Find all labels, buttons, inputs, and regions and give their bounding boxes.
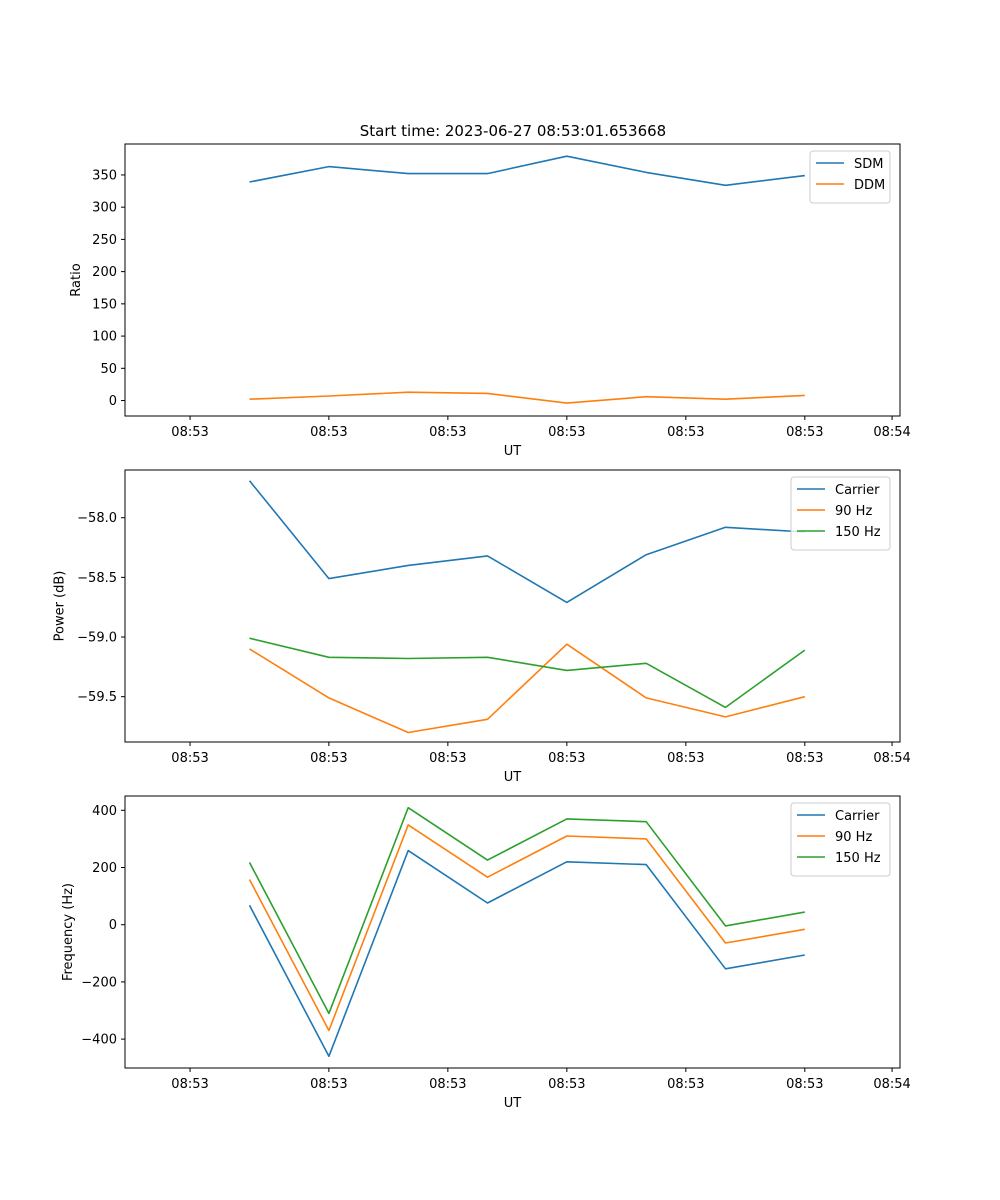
x-tick-label: 08:54 — [873, 425, 910, 440]
legend: Carrier 90 Hz 150 Hz — [790, 476, 891, 551]
legend-label: 90 Hz — [835, 504, 872, 519]
y-axis-label: Frequency (Hz) — [61, 883, 76, 981]
y-tick-label: 250 — [92, 233, 117, 248]
x-axis-label: UT — [504, 770, 522, 785]
x-tick-label: 08:53 — [548, 425, 585, 440]
y-tick-label: 0 — [109, 918, 117, 933]
x-tick-label: 08:53 — [548, 751, 585, 766]
y-tick-label: −200 — [81, 975, 117, 990]
x-tick-label: 08:53 — [171, 751, 208, 766]
x-tick-label: 08:53 — [310, 425, 347, 440]
series-line-150-hz — [248, 806, 805, 1015]
y-tick-label: 150 — [92, 297, 117, 312]
x-tick-label: 08:53 — [667, 425, 704, 440]
legend-label: DDM — [854, 178, 885, 193]
x-tick-label: 08:53 — [667, 1077, 704, 1092]
x-tick-label: 08:53 — [429, 751, 466, 766]
x-tick-label: 08:54 — [873, 1077, 910, 1092]
x-tick-label: 08:53 — [786, 1077, 823, 1092]
x-tick-label: 08:53 — [667, 751, 704, 766]
series-line-90-hz — [248, 824, 805, 1032]
x-tick-label: 08:53 — [171, 425, 208, 440]
x-tick-label: 08:54 — [873, 751, 910, 766]
series-line-150-hz — [249, 637, 806, 709]
legend-label: 90 Hz — [835, 830, 872, 845]
x-tick-label: 08:53 — [786, 425, 823, 440]
series-line-90-hz — [249, 643, 805, 734]
axes-frame — [124, 143, 901, 417]
y-tick-label: 350 — [92, 168, 117, 183]
x-axis-label: UT — [504, 444, 522, 459]
axes-frame — [124, 795, 901, 1069]
x-tick-label: 08:53 — [429, 1077, 466, 1092]
legend: Carrier 90 Hz 150 Hz — [790, 802, 891, 877]
series-line-carrier — [248, 480, 805, 604]
series-line-ddm — [249, 391, 805, 404]
y-tick-label: 100 — [92, 330, 117, 345]
legend-label: Carrier — [835, 483, 880, 498]
y-tick-label: 200 — [92, 265, 117, 280]
y-tick-label: −58.0 — [77, 511, 117, 526]
y-axis-label: Power (dB) — [53, 571, 68, 642]
y-tick-label: −400 — [81, 1033, 117, 1048]
y-tick-label: 0 — [109, 394, 117, 409]
x-tick-label: 08:53 — [786, 751, 823, 766]
legend: SDM DDM — [809, 150, 891, 204]
y-tick-label: 50 — [100, 362, 117, 377]
x-tick-label: 08:53 — [429, 425, 466, 440]
y-tick-label: 200 — [92, 861, 117, 876]
y-axis-label: Ratio — [69, 263, 84, 296]
panels: 08:53 08:53 08:53 08:53 08:53 08:53 08:54 UT 0 50… — [53, 143, 911, 1111]
x-tick-label: 08:53 — [310, 1077, 347, 1092]
x-tick-label: 08:53 — [310, 751, 347, 766]
legend-label: 150 Hz — [835, 851, 881, 866]
chart-panel-1: 08:53 08:53 08:53 08:53 08:53 08:53 08:54 UT 0 50… — [69, 143, 911, 459]
y-tick-label: 300 — [92, 201, 117, 216]
y-tick-label: 400 — [92, 804, 117, 819]
y-tick-label: −59.0 — [77, 631, 117, 646]
chart-panel-2: 08:53 08:53 08:53 08:53 08:53 08:53 08:54 UT −59… — [53, 469, 911, 785]
x-tick-label: 08:53 — [548, 1077, 585, 1092]
y-tick-label: −59.5 — [77, 690, 117, 705]
chart-panel-3: 08:53 08:53 08:53 08:53 08:53 08:53 08:54 UT −40… — [61, 795, 911, 1111]
figure-title: Start time: 2023-06-27 08:53:01.653668 — [360, 122, 666, 140]
legend-label: SDM — [854, 157, 883, 172]
series-line-carrier — [248, 849, 805, 1058]
y-tick-label: −58.5 — [77, 571, 117, 586]
series-line-sdm — [249, 155, 805, 187]
x-axis-label: UT — [504, 1096, 522, 1111]
legend-label: 150 Hz — [835, 525, 881, 540]
axes-frame — [124, 469, 901, 743]
legend-label: Carrier — [835, 809, 880, 824]
legend-box — [809, 150, 891, 204]
x-tick-label: 08:53 — [171, 1077, 208, 1092]
